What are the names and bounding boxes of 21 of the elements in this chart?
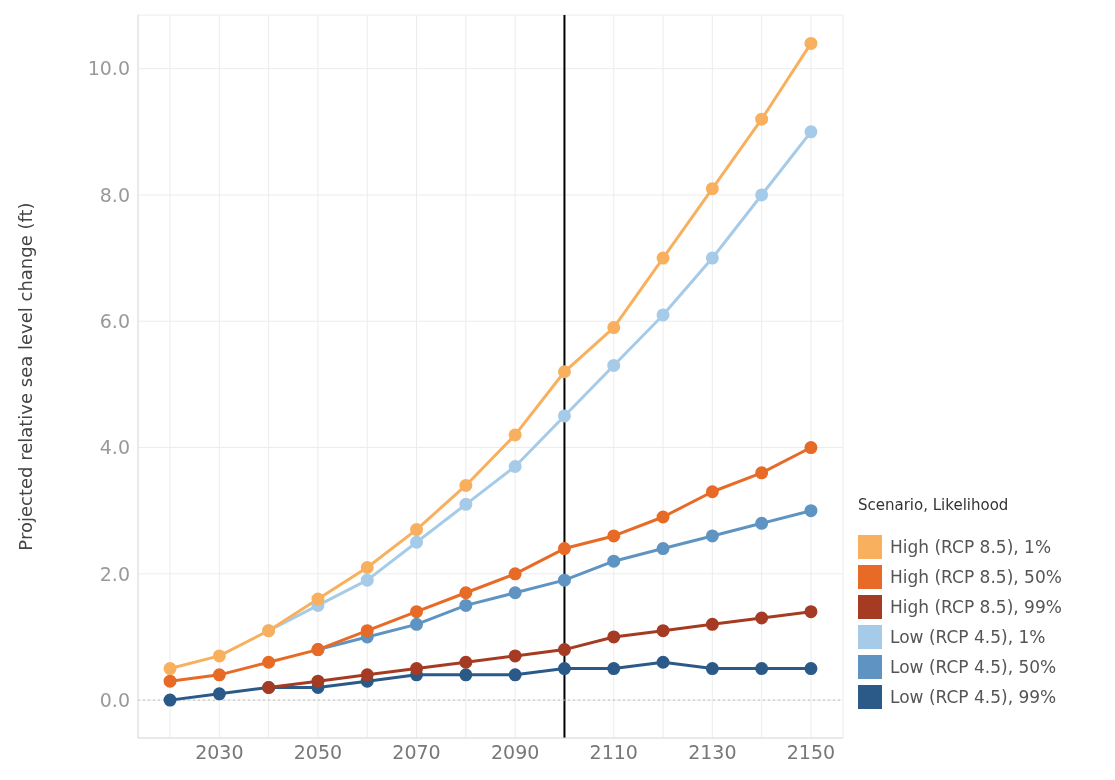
x-tick-label: 2090	[490, 741, 540, 764]
y-tick-label: 8.0	[99, 183, 130, 206]
x-tick-label: 2030	[195, 741, 244, 764]
x-tick-label: 2130	[688, 741, 737, 764]
legend-label: High (RCP 8.5), 50%	[889, 566, 1062, 589]
legend-label: Low (RCP 4.5), 99%	[889, 686, 1058, 709]
x-tick-label: 2050	[293, 741, 343, 764]
legend-label: Low (RCP 4.5), 50%	[889, 656, 1058, 679]
x-tick-label: 2070	[392, 741, 441, 764]
y-tick-label: 0.0	[99, 688, 130, 711]
y-axis-title: Projected relative sea level change (ft)	[15, 202, 37, 551]
y-tick-label: 4.0	[99, 436, 130, 459]
y-tick-label: 10.0	[87, 57, 130, 80]
x-tick-label: 2150	[786, 741, 836, 764]
legend-title: Scenario, Likelihood	[858, 496, 1010, 514]
legend-label: High (RCP 8.5), 1%	[889, 536, 1053, 559]
y-tick-label: 6.0	[99, 309, 130, 332]
legend-label: Low (RCP 4.5), 1%	[889, 626, 1047, 649]
y-tick-label: 2.0	[99, 562, 130, 585]
legend-label: High (RCP 8.5), 99%	[889, 596, 1062, 619]
x-tick-label: 2110	[589, 741, 638, 764]
